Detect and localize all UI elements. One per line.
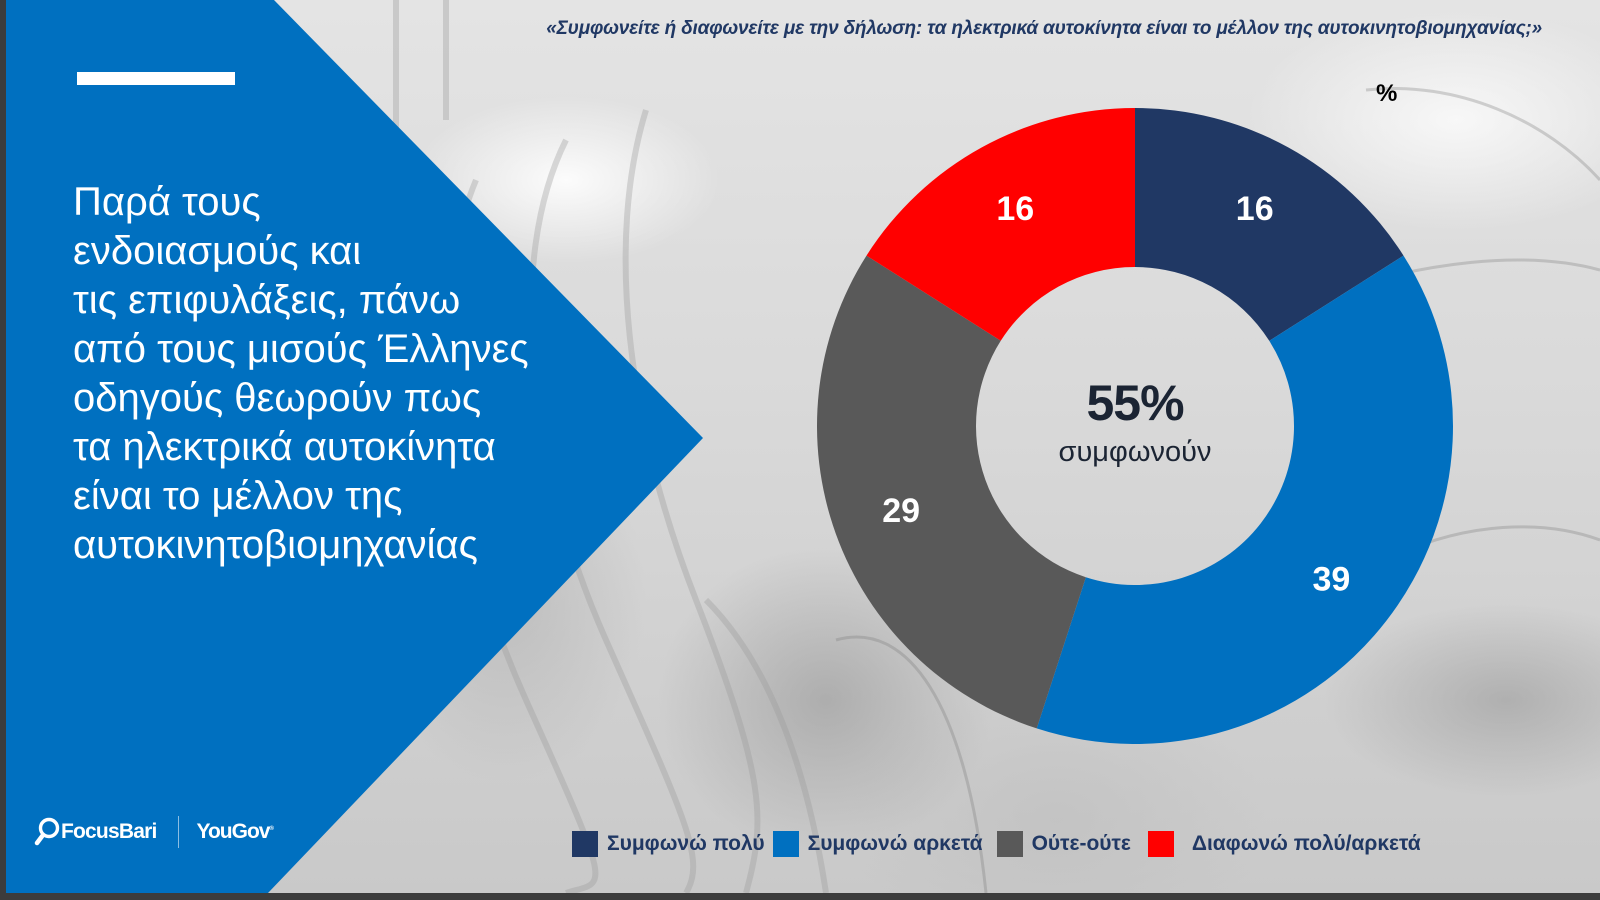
- legend-swatch: [772, 831, 799, 857]
- legend-item-agree-somewhat: Συμφωνώ αρκετά: [772, 831, 983, 857]
- logos: FocusBari YouGov®: [34, 812, 275, 852]
- slide: Παρά τους ενδοιασμούς και τις επιφυλάξει…: [6, 0, 1600, 893]
- donut-segment-agree-somewhat: [1036, 255, 1454, 744]
- chart-legend: Συμφωνώ πολύ Συμφωνώ αρκετά Ούτε-ούτε Δι…: [572, 831, 1421, 857]
- donut-center-label: συμφωνούν: [1058, 436, 1212, 468]
- yougov-logo-text: YouGov: [196, 820, 271, 843]
- title-arrow-panel: [6, 0, 703, 893]
- donut-segment-neutral: [816, 255, 1086, 729]
- donut-segment-disagree: [866, 108, 1135, 341]
- legend-item-disagree: Διαφωνώ πολύ/αρκετά: [1147, 831, 1421, 857]
- focusbari-logo: FocusBari: [34, 817, 157, 847]
- donut-center-value: 55%: [1086, 375, 1184, 431]
- logo-divider: [177, 816, 179, 848]
- legend-label: Διαφωνώ πολύ/αρκετά: [1191, 832, 1421, 855]
- legend-label: Συμφωνώ αρκετά: [807, 832, 983, 855]
- yougov-logo: YouGov®: [196, 820, 275, 843]
- magnifier-icon: [34, 817, 60, 846]
- legend-label: Συμφωνώ πολύ: [607, 832, 765, 855]
- donut-segment-agree-strongly: [1135, 108, 1404, 341]
- focusbari-logo-text: FocusBari: [61, 820, 157, 843]
- accent-bar: [77, 72, 235, 85]
- legend-swatch: [572, 831, 598, 857]
- survey-question: «Συμφωνείτε ή διαφωνείτε με την δήλωση: …: [546, 18, 1542, 39]
- legend-swatch: [1147, 831, 1174, 857]
- legend-label: Ούτε-ούτε: [1031, 832, 1131, 855]
- legend-item-neutral: Ούτε-ούτε: [996, 831, 1131, 857]
- unit-label: %: [1376, 80, 1398, 107]
- legend-item-agree-strongly: Συμφωνώ πολύ: [572, 831, 765, 857]
- headline: Παρά τους ενδοιασμούς και τις επιφυλάξει…: [73, 180, 529, 567]
- legend-swatch: [996, 831, 1023, 857]
